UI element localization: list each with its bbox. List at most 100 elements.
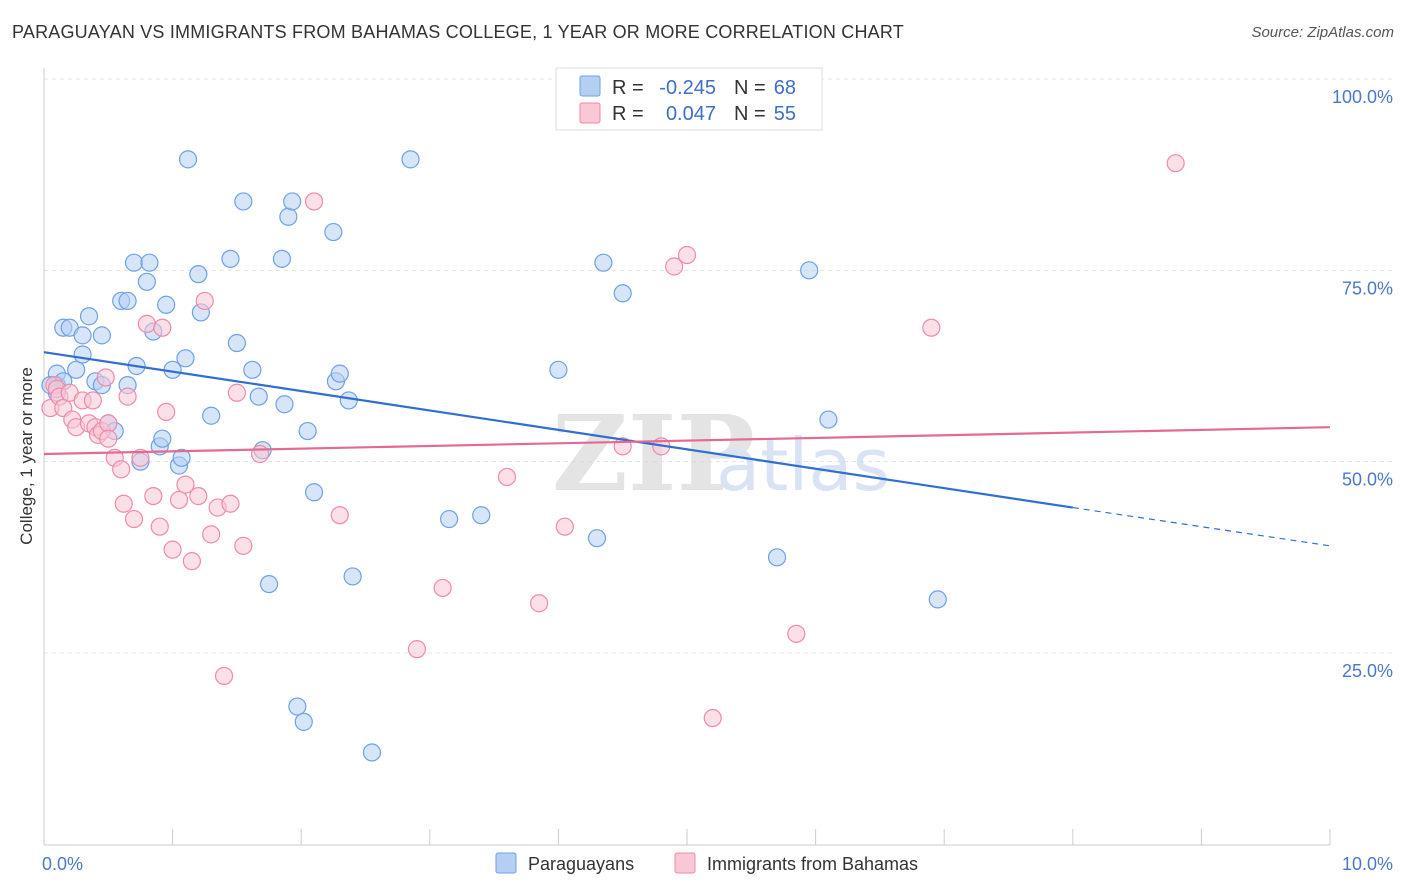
data-point <box>221 249 240 268</box>
data-point <box>178 150 198 169</box>
data-point <box>189 265 208 284</box>
data-point <box>153 429 172 448</box>
data-point <box>150 517 169 536</box>
data-point <box>118 291 137 311</box>
data-point <box>767 548 787 567</box>
data-point <box>407 640 427 659</box>
data-point <box>472 506 491 525</box>
data-point <box>677 245 697 265</box>
data-point <box>497 467 517 487</box>
stats-box: R = -0.245 N = 68 R = 0.047 N = 55 <box>555 67 823 131</box>
data-point <box>131 448 150 467</box>
data-point <box>288 697 307 716</box>
stats-n-label-1: N = <box>734 77 766 99</box>
data-point <box>83 391 102 410</box>
stats-swatch-blue <box>579 75 601 97</box>
data-point <box>124 253 144 272</box>
stats-n-label-2: N = <box>734 103 766 125</box>
x-tick-label-min: 0.0% <box>42 854 83 874</box>
data-point <box>176 475 195 494</box>
data-point <box>665 257 684 276</box>
stats-n-value-2: 55 <box>774 103 796 125</box>
data-point <box>272 249 292 268</box>
data-point <box>202 525 221 544</box>
data-point <box>92 326 111 345</box>
data-point <box>249 387 268 406</box>
data-point <box>144 486 163 506</box>
y-tick-label: 100.0% <box>1332 87 1393 107</box>
data-point <box>221 494 240 513</box>
legend-label-bahamas: Immigrants from Bahamas <box>707 854 918 874</box>
data-point <box>214 666 234 686</box>
data-point <box>433 578 452 598</box>
data-point <box>304 483 324 502</box>
x-tick-label-max: 10.0% <box>1342 854 1393 874</box>
data-point <box>250 444 270 464</box>
data-point <box>67 360 86 379</box>
data-point <box>330 506 349 525</box>
y-axis-label: College, 1 year or more <box>17 367 36 545</box>
stats-n-value-1: 68 <box>774 77 796 99</box>
y-tick-label: 75.0% <box>1342 278 1393 298</box>
trend-line-paraguayans <box>43 351 1073 509</box>
data-point <box>195 291 214 311</box>
legend: Paraguayans Immigrants from Bahamas <box>495 852 918 874</box>
data-point <box>555 517 574 536</box>
data-point <box>114 494 133 513</box>
data-point <box>234 536 253 555</box>
data-point <box>157 295 176 314</box>
legend-swatch-paraguayans <box>495 852 517 874</box>
data-point <box>227 333 246 353</box>
data-point <box>169 490 189 510</box>
data-point <box>324 222 343 242</box>
axes <box>43 68 1331 846</box>
data-point <box>259 574 279 594</box>
data-point <box>182 552 201 571</box>
data-point <box>163 540 182 559</box>
data-point <box>112 460 131 479</box>
data-point <box>1166 154 1185 173</box>
data-point <box>298 421 317 441</box>
data-point <box>157 402 176 422</box>
data-point <box>96 368 115 387</box>
data-point <box>176 349 195 368</box>
series-bahamas <box>41 154 1185 728</box>
trend-line-extension <box>1072 506 1331 547</box>
data-point <box>73 326 92 345</box>
chart-source: Source: ZipAtlas.com <box>1251 24 1394 41</box>
data-point <box>79 307 99 326</box>
legend-swatch-bahamas <box>674 852 696 874</box>
data-point <box>819 410 838 429</box>
data-point <box>587 529 607 548</box>
data-point <box>922 318 941 337</box>
data-point <box>294 712 313 731</box>
data-point <box>800 261 819 280</box>
data-point <box>189 486 208 506</box>
data-point <box>227 383 246 402</box>
stats-swatch-pink <box>579 102 601 124</box>
stats-r-label-2: R = <box>612 103 644 125</box>
data-point <box>153 318 172 337</box>
data-point <box>202 406 221 425</box>
grid-lines <box>44 78 1392 654</box>
data-point <box>137 314 156 333</box>
trend-line-bahamas <box>43 426 1331 456</box>
data-point <box>279 207 298 226</box>
data-point <box>137 272 156 291</box>
stats-r-value-1: -0.245 <box>659 77 716 99</box>
series-paraguayans <box>41 150 947 762</box>
data-point <box>787 624 806 643</box>
data-point <box>140 253 159 272</box>
stats-r-value-2: 0.047 <box>666 103 716 125</box>
data-point <box>439 509 459 529</box>
watermark-atlas: atlas <box>716 423 890 507</box>
data-point <box>304 192 324 211</box>
chart-title: PARAGUAYAN VS IMMIGRANTS FROM BAHAMAS CO… <box>12 22 904 42</box>
data-point <box>928 590 947 609</box>
data-point <box>275 395 294 414</box>
data-point <box>343 567 362 586</box>
data-point <box>703 708 722 728</box>
data-point <box>73 345 92 364</box>
data-point <box>283 192 302 211</box>
